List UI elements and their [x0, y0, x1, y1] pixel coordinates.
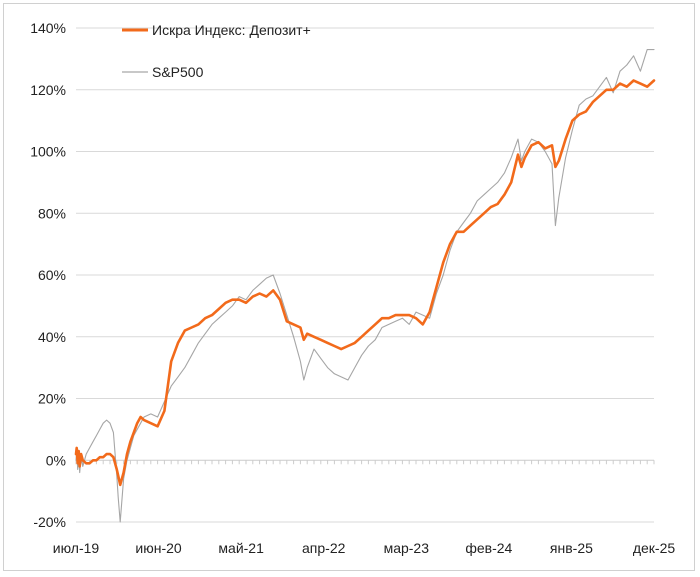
x-tick-label: апр-22: [302, 540, 346, 556]
legend-label-deposit-plus: Искра Индекс: Депозит+: [152, 22, 311, 38]
y-tick-label: 60%: [38, 267, 66, 283]
series-line-sp500: [75, 49, 655, 523]
y-axis-tick-labels: -20% 0% 20% 40% 60% 80% 100% 120% 140%: [30, 20, 66, 530]
y-tick-label: 20%: [38, 391, 66, 407]
series-lines: [74, 49, 656, 523]
x-axis-tick-labels: июл-19 июн-20 май-21 апр-22 мар-23 фев-24 янв-…: [53, 540, 676, 556]
legend: Искра Индекс: Депозит+ S&P500: [122, 22, 311, 80]
x-tick-label: май-21: [218, 540, 264, 556]
y-tick-label: 140%: [30, 20, 66, 36]
x-tick-label: дек-25: [633, 540, 676, 556]
series-line-deposit-plus: [74, 79, 656, 487]
x-tick-label: фев-24: [465, 540, 512, 556]
y-tick-label: 0%: [46, 452, 66, 468]
x-tick-label: янв-25: [550, 540, 593, 556]
y-tick-label: 120%: [30, 82, 66, 98]
grid-lines: [76, 27, 654, 523]
chart-frame: -20% 0% 20% 40% 60% 80% 100% 120% 140% июл-19 июн…: [3, 3, 695, 571]
x-tick-label: июн-20: [135, 540, 182, 556]
y-tick-label: -20%: [33, 514, 66, 530]
x-axis: [75, 459, 655, 465]
y-tick-label: 80%: [38, 205, 66, 221]
y-tick-label: 40%: [38, 329, 66, 345]
x-tick-label: мар-23: [384, 540, 430, 556]
y-tick-label: 100%: [30, 144, 66, 160]
line-chart: -20% 0% 20% 40% 60% 80% 100% 120% 140% июл-19 июн…: [30, 20, 676, 556]
legend-label-sp500: S&P500: [152, 64, 204, 80]
x-tick-label: июл-19: [53, 540, 100, 556]
